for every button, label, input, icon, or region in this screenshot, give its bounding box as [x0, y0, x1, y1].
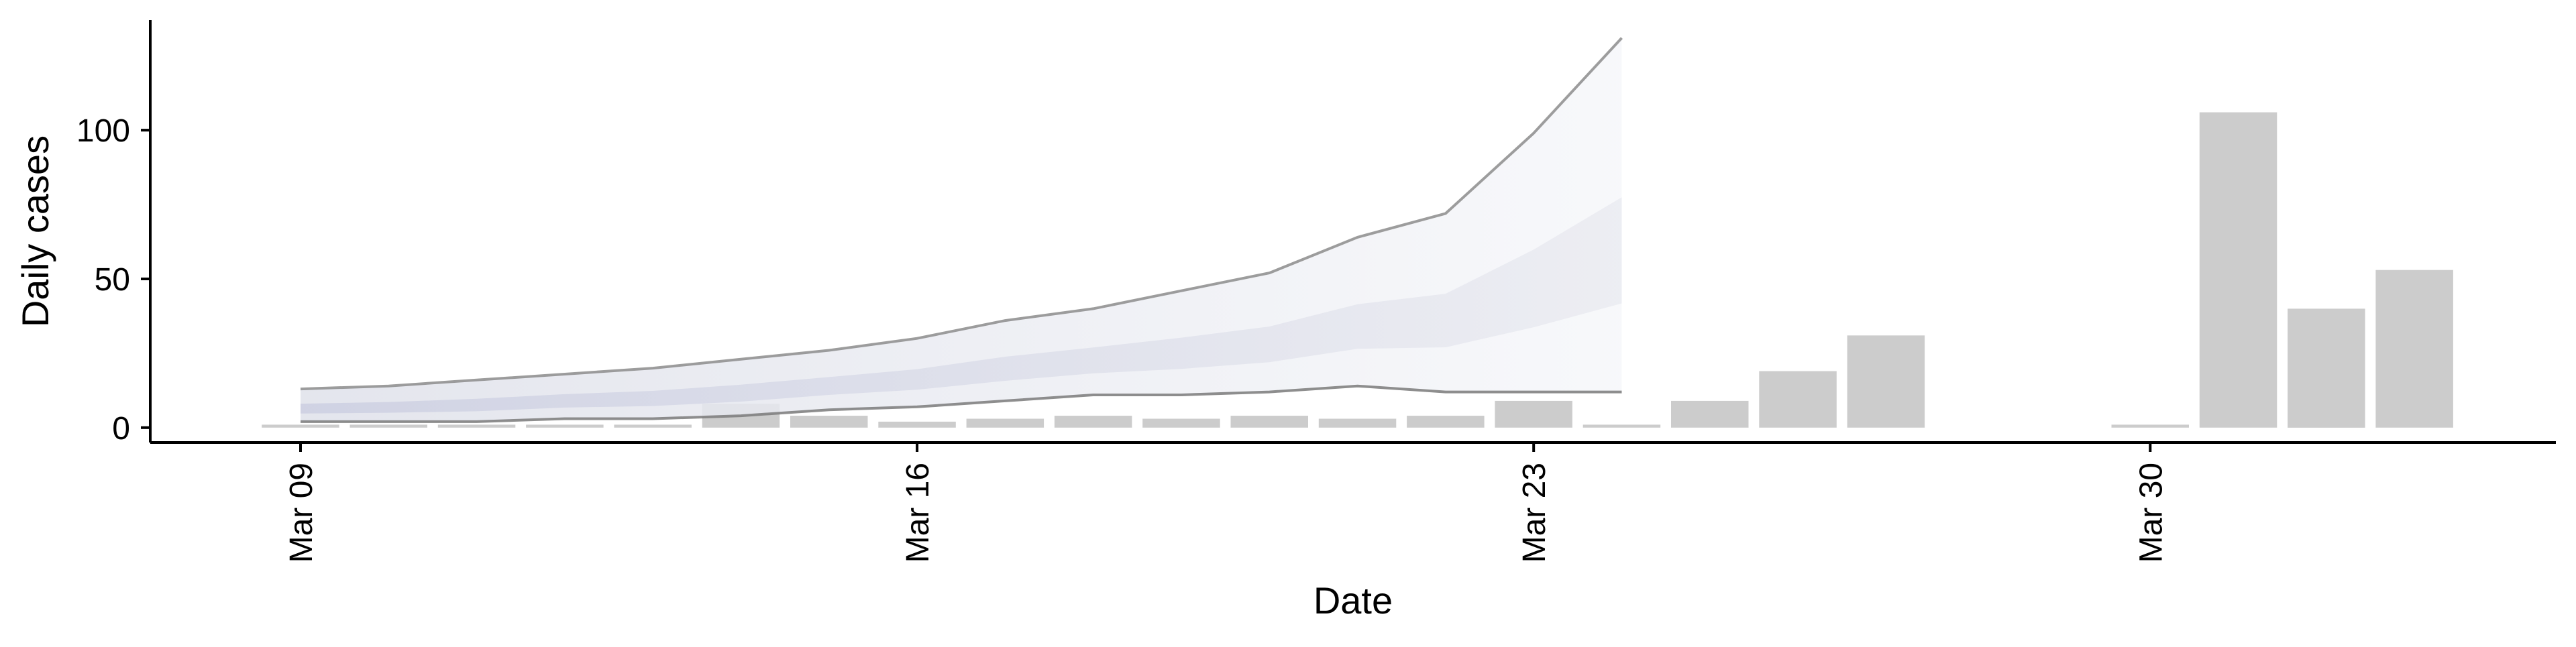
- bar: [2111, 424, 2189, 428]
- bars-layer: [262, 112, 2453, 428]
- bar: [1142, 418, 1220, 428]
- bar: [1847, 335, 1925, 428]
- bar: [2199, 112, 2277, 428]
- bar: [1230, 416, 1308, 428]
- y-tick-label: 50: [95, 262, 130, 298]
- bar: [350, 424, 427, 428]
- bar: [437, 424, 516, 428]
- bar: [2288, 308, 2365, 428]
- y-tick-label: 100: [76, 113, 130, 149]
- bar: [1054, 416, 1132, 428]
- bar: [262, 424, 339, 428]
- bar: [1495, 400, 1572, 428]
- bar: [2375, 270, 2453, 428]
- bar: [790, 416, 868, 428]
- x-tick-label: Mar 16: [900, 463, 936, 563]
- y-axis-title: Daily cases: [14, 135, 56, 327]
- bar: [1671, 400, 1749, 428]
- bar: [966, 418, 1044, 428]
- x-ticks: Mar 09 Mar 16 Mar 23 Mar 30: [284, 443, 2169, 563]
- axes-layer: 0 50 100 Mar 09 Mar 16 Mar 23 Mar 30: [76, 20, 2556, 563]
- forecast-inner-band: [301, 197, 1622, 414]
- x-tick-label: Mar 23: [1517, 463, 1552, 563]
- forecast-upper-line: [300, 37, 1623, 391]
- y-ticks: 0 50 100: [76, 113, 150, 447]
- bar: [878, 421, 956, 428]
- x-tick-label: Mar 30: [2133, 463, 2169, 563]
- forecast-fan-layer: [300, 37, 1623, 423]
- bar: [1759, 371, 1837, 428]
- forecast-lower-line: [301, 384, 1622, 423]
- bar: [1582, 424, 1661, 428]
- y-tick-label: 0: [112, 411, 130, 447]
- bar: [526, 424, 604, 428]
- bar: [1407, 416, 1485, 428]
- x-axis-title: Date: [1313, 579, 1393, 622]
- x-tick-label: Mar 09: [284, 463, 319, 563]
- bar: [1318, 418, 1397, 428]
- bar: [614, 424, 692, 428]
